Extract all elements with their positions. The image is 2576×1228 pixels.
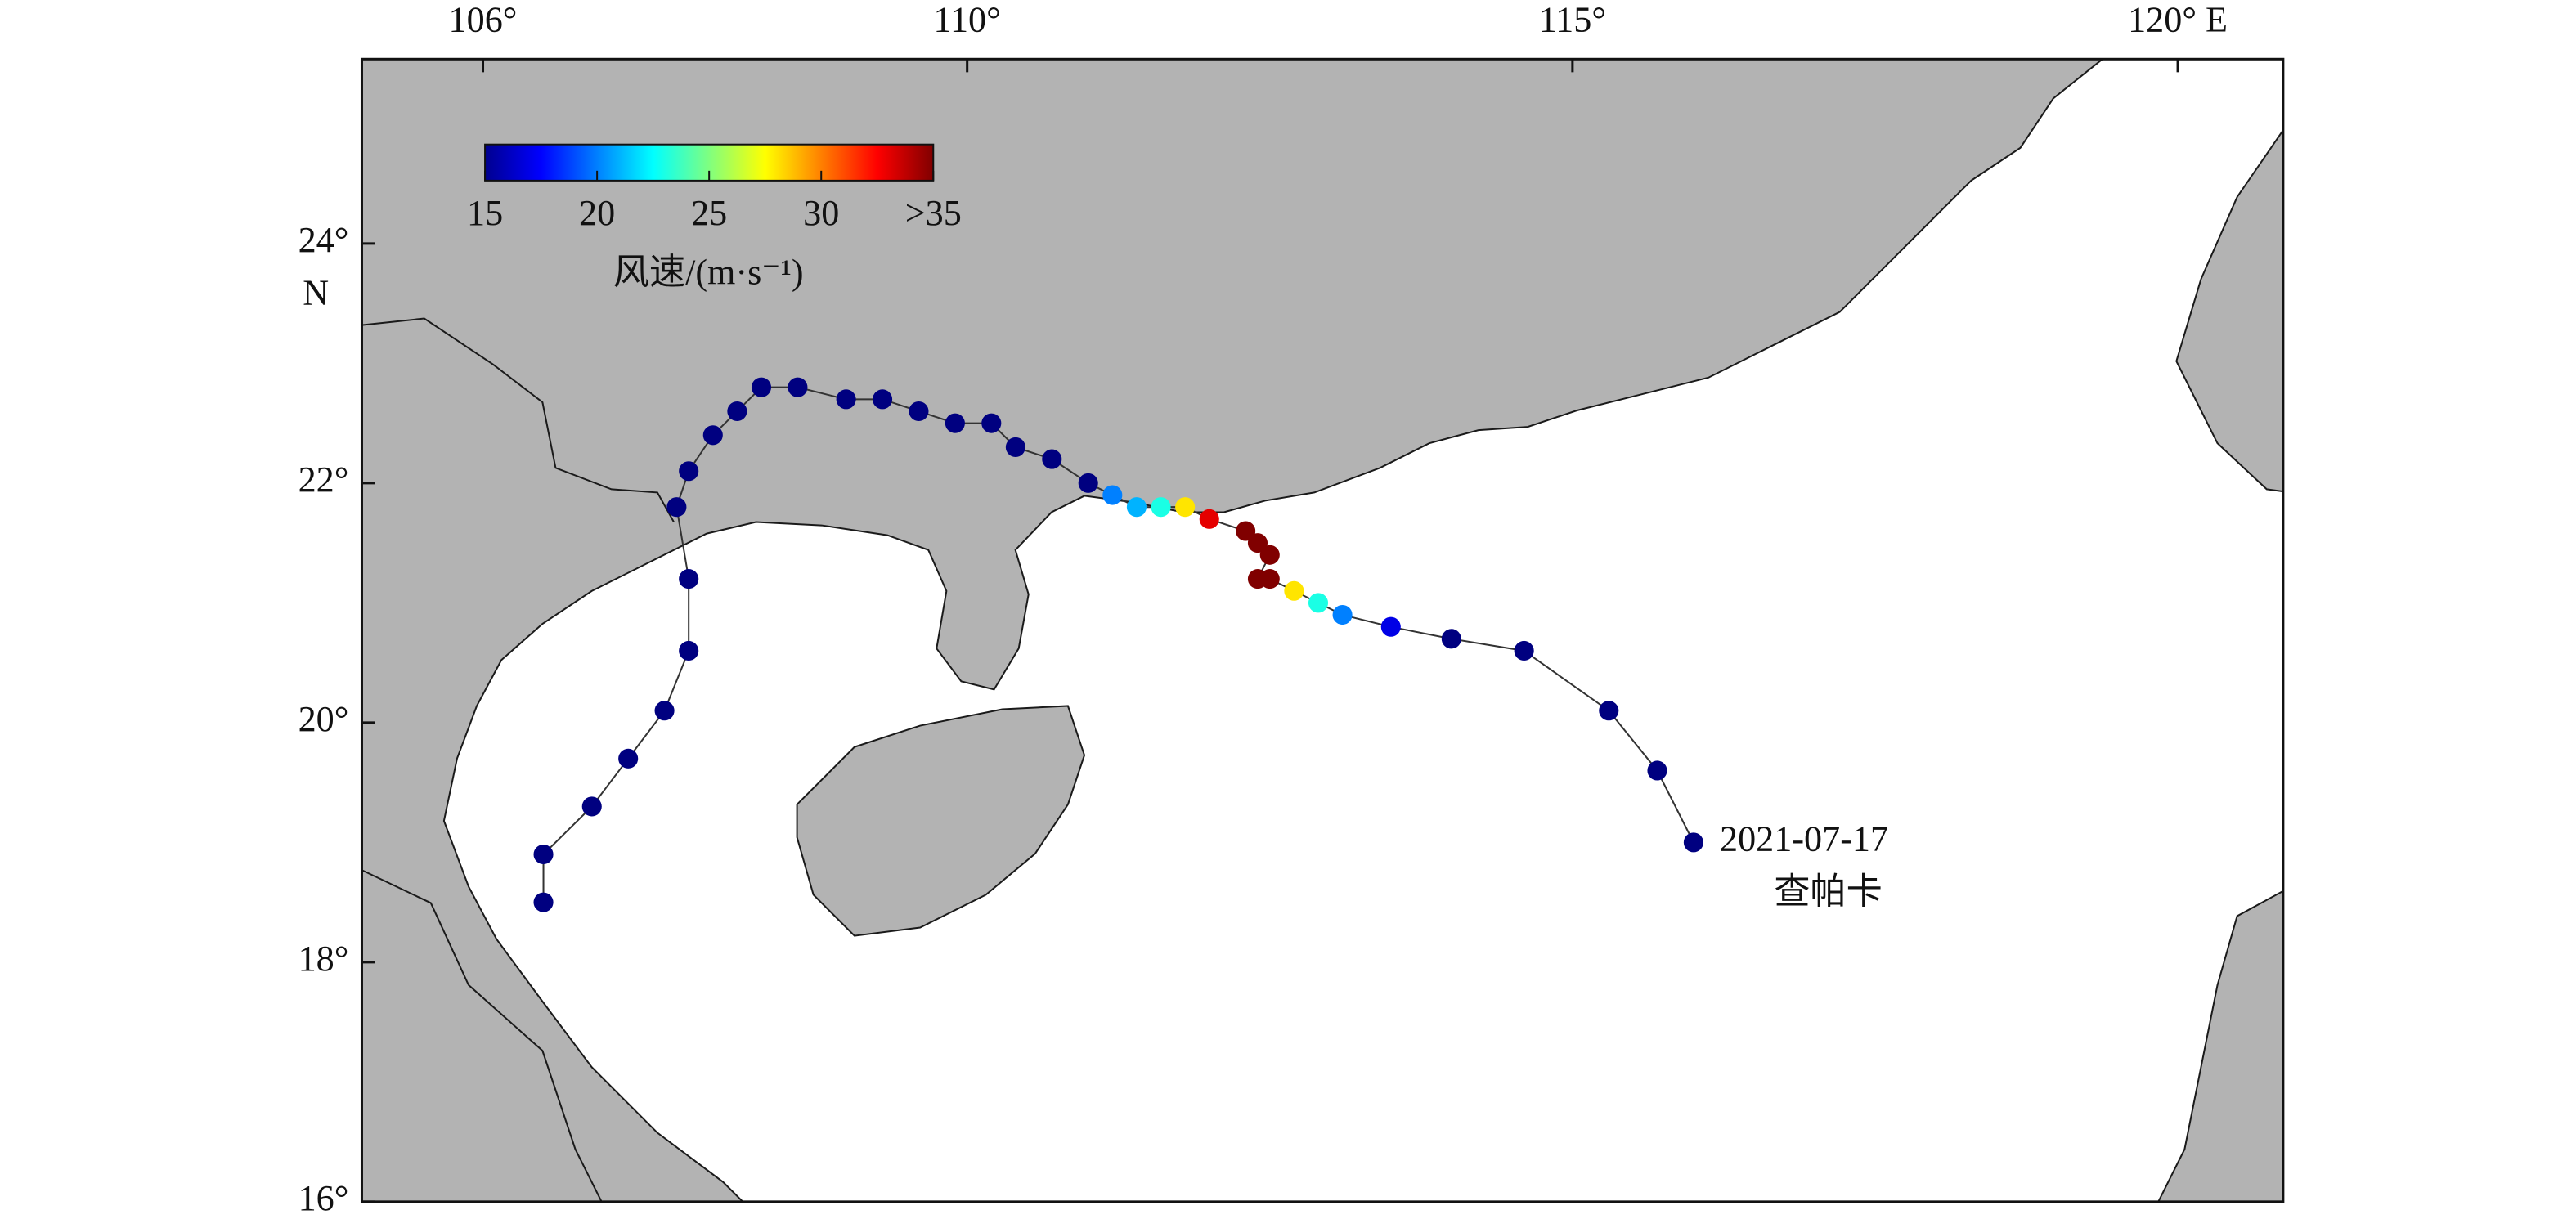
- track-point: [1175, 497, 1196, 518]
- track-point: [1441, 629, 1461, 649]
- track-point: [1005, 437, 1025, 457]
- track-point: [1102, 485, 1123, 505]
- track-point: [1599, 701, 1619, 721]
- track-point: [618, 748, 639, 769]
- track-point: [727, 401, 747, 422]
- track-point: [581, 796, 602, 817]
- taiwan: [2175, 128, 2283, 493]
- track-point: [909, 401, 929, 422]
- hainan: [796, 705, 1086, 937]
- track-point: [679, 640, 699, 661]
- y-tick-label: 24°: [298, 220, 349, 260]
- track-point: [1380, 616, 1401, 637]
- track-point: [666, 497, 687, 518]
- track-point: [1199, 509, 1219, 529]
- track-point: [533, 844, 554, 865]
- y-tick-label: 20°: [298, 699, 349, 739]
- border: [361, 317, 675, 523]
- y-tick-label: 16°: [298, 1178, 349, 1218]
- track-point: [1247, 569, 1268, 589]
- y-axis-label: N: [303, 272, 329, 312]
- x-tick-label: 115°: [1539, 0, 1606, 39]
- track-point: [1247, 533, 1268, 553]
- colorbar-tick-label: >35: [905, 193, 962, 233]
- track-point: [872, 389, 893, 410]
- track-point: [981, 413, 1002, 433]
- track-point: [679, 461, 699, 482]
- colorbar-tick-label: 20: [579, 193, 615, 233]
- track-point: [679, 569, 699, 589]
- track-point: [1332, 604, 1353, 625]
- track-point: [1308, 593, 1329, 613]
- track-point: [702, 425, 723, 446]
- luzon: [2157, 890, 2283, 1202]
- colorbar-tick-label: 15: [467, 193, 503, 233]
- track-point: [533, 892, 554, 912]
- track-point: [1151, 497, 1171, 518]
- x-tick-label: 106°: [449, 0, 518, 39]
- y-tick-label: 22°: [298, 459, 349, 500]
- mainland: [361, 59, 2104, 1202]
- track-point: [1126, 497, 1147, 518]
- track-point: [1514, 640, 1534, 661]
- y-tick-label: 18°: [298, 939, 349, 979]
- colorbar-tick-label: 25: [691, 193, 727, 233]
- storm-name: 查帕卡: [1774, 872, 1882, 912]
- track-line: [542, 386, 1694, 903]
- track-point: [751, 377, 772, 397]
- track-point: [1647, 760, 1667, 781]
- track-point: [1683, 832, 1703, 853]
- track-point: [654, 701, 675, 721]
- land-layer: [361, 59, 2283, 1202]
- colorbar-title: 风速/(m·s⁻¹): [613, 252, 804, 292]
- x-tick-label: 110°: [934, 0, 1001, 39]
- colorbar-tick-label: 30: [803, 193, 839, 233]
- track-point: [788, 377, 808, 397]
- date-label: 2021-07-17: [1720, 819, 1888, 859]
- track-point: [945, 413, 965, 433]
- border: [361, 869, 603, 1202]
- track-point: [836, 389, 856, 410]
- track-point: [1042, 449, 1062, 469]
- track-point: [1259, 545, 1280, 565]
- track-point: [1078, 473, 1098, 493]
- track-point: [1284, 580, 1304, 601]
- x-tick-label: 120° E: [2128, 0, 2228, 39]
- track-point: [1236, 521, 1256, 541]
- map-frame: [360, 57, 2285, 1203]
